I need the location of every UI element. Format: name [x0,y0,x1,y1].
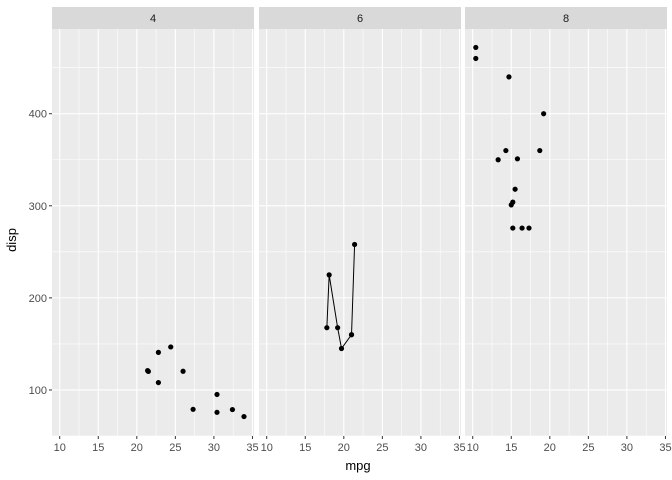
x-tick-label: 30 [415,442,427,454]
data-point [526,225,532,231]
x-tick-label: 25 [582,442,594,454]
x-tick-label: 15 [505,442,517,454]
facet-panel-6: 6 [259,7,461,437]
data-point [512,186,518,192]
x-tick-label: 35 [246,442,258,454]
data-point [214,391,220,398]
facet-strip-label: 6 [357,13,363,25]
x-axis-title: mpg [345,458,370,473]
x-tick-label: 20 [544,442,556,454]
data-point [541,111,547,117]
data-point [168,344,174,350]
facet-strip [52,7,254,29]
data-point [473,55,479,62]
data-point [155,349,161,355]
x-axis-facet-6: 10 15 20 25 30 35 [261,436,466,454]
data-point [190,406,196,412]
panel-background [465,29,667,436]
y-tick-label: 300 [29,201,47,213]
panel-background [259,29,461,436]
y-tick-label: 200 [29,293,47,305]
data-point [537,147,543,154]
data-point [145,368,151,374]
facet-strip-label: 4 [150,13,156,25]
data-point [326,272,332,278]
x-tick-label: 20 [131,442,143,454]
data-point [155,379,161,386]
facet-panel-4: 4 [52,7,254,437]
x-axes: 10 15 20 25 30 35 10 15 20 25 30 35 10 15 20 25 30 35 [54,436,672,454]
x-axis-facet-4: 10 15 20 25 30 35 [54,436,259,454]
data-point [519,225,525,231]
x-tick-label: 35 [453,442,465,454]
data-point [241,413,247,420]
x-tick-label: 10 [467,442,479,454]
data-point [514,156,521,162]
y-axis: 100 200 300 400 [29,109,52,397]
x-tick-label: 10 [54,442,66,454]
data-point [352,241,358,248]
data-point [503,147,509,154]
facet-strip [259,7,461,29]
data-point [506,74,512,80]
panel-background [52,29,254,436]
facet-panel-8: 8 [465,7,667,437]
x-tick-label: 30 [621,442,633,454]
data-point [338,345,345,352]
x-tick-label: 25 [376,442,388,454]
x-axis-facet-8: 10 15 20 25 30 35 [467,436,672,454]
x-tick-label: 35 [659,442,671,454]
y-tick-label: 400 [29,109,47,121]
y-axis-title: disp [4,228,19,252]
x-tick-label: 30 [208,442,220,454]
data-point [348,332,355,338]
facet-panels: 4 6 8 [52,7,667,437]
series-line [326,244,356,350]
data-point [214,409,220,415]
data-point [324,325,330,331]
x-tick-label: 15 [299,442,311,454]
data-point [335,325,341,331]
data-point [495,157,501,163]
x-tick-label: 25 [169,442,181,454]
data-point [229,406,236,413]
x-tick-label: 20 [338,442,350,454]
facet-strip [465,7,667,29]
y-tick-label: 100 [29,385,47,397]
data-point [510,225,516,231]
data-point [180,368,186,374]
x-tick-label: 10 [261,442,273,454]
data-point [473,44,479,51]
data-point [508,202,514,208]
facet-strip-label: 8 [563,13,569,25]
x-tick-label: 15 [92,442,104,454]
